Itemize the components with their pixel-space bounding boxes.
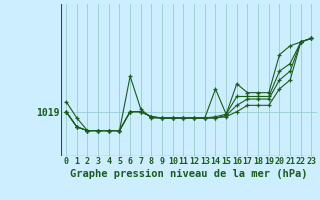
X-axis label: Graphe pression niveau de la mer (hPa): Graphe pression niveau de la mer (hPa) [70, 169, 308, 179]
